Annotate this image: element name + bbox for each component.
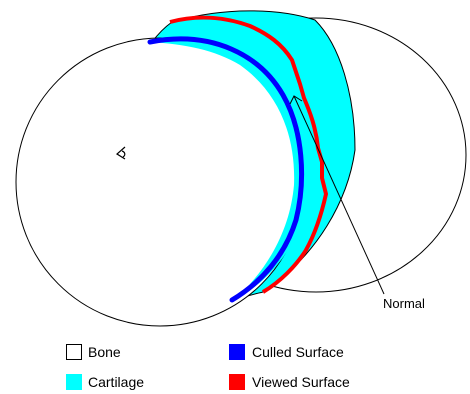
normal-label: Normal (383, 296, 425, 311)
legend-swatch-culled (229, 344, 245, 360)
legend-swatch-cartilage (66, 374, 82, 390)
culled-surface (147, 36, 305, 303)
legend-swatch-viewed (229, 374, 245, 390)
legend-swatch-bone (66, 344, 82, 360)
arrow-icon (289, 95, 385, 295)
legend-label-cartilage: Cartilage (88, 374, 145, 390)
legend-label-culled: Culled Surface (252, 344, 344, 360)
viewed-surface (169, 15, 328, 294)
eye-icon (115, 146, 126, 160)
legend-label-viewed: Viewed Surface (252, 374, 350, 390)
legend-label-bone: Bone (88, 344, 121, 360)
